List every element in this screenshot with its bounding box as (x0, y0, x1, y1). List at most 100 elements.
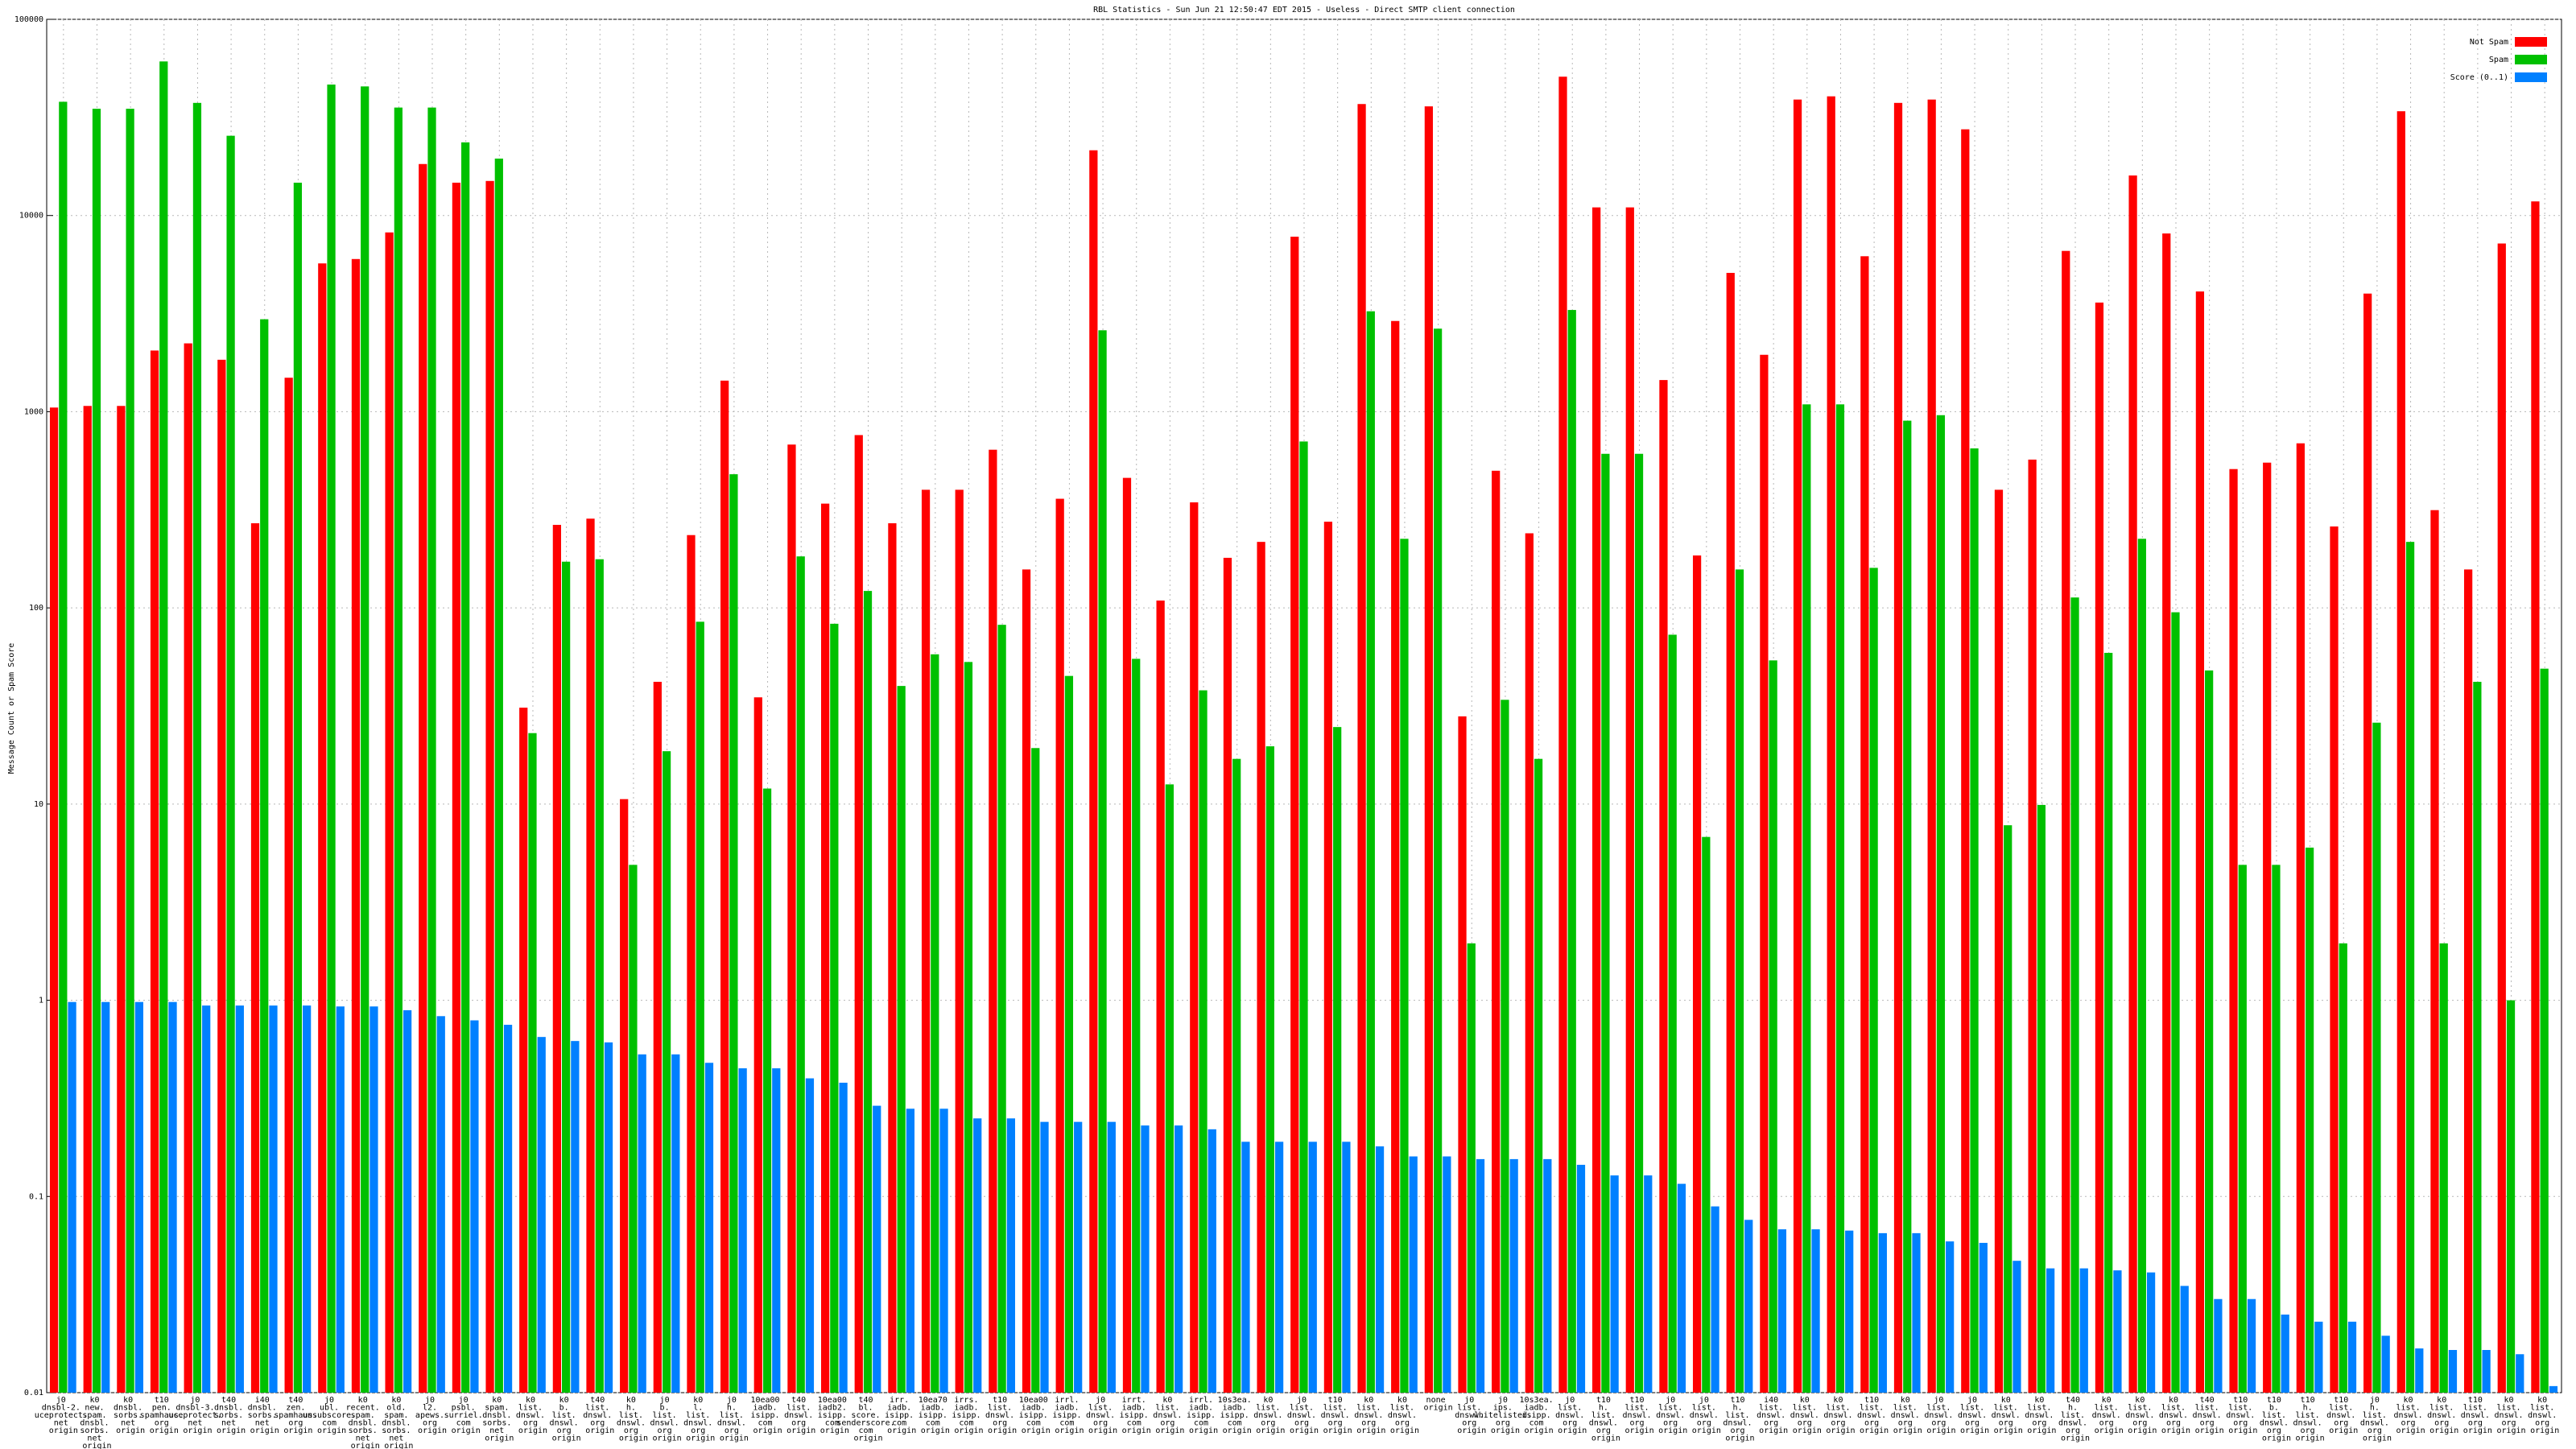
bar (1467, 943, 1476, 1393)
x-tick-label: j0 list. dnswl. org origin (1455, 1396, 1488, 1435)
bar (336, 1006, 345, 1393)
bar (1625, 207, 1634, 1393)
y-tick-label: 1000 (24, 407, 43, 416)
bar (126, 109, 134, 1393)
bar (1342, 1141, 1351, 1393)
x-tick-label: k0 list. dnswl. org origin (1153, 1396, 1187, 1435)
x-tick-label: j0 ips. whitelisted. org origin (1474, 1396, 1537, 1435)
bar (117, 406, 126, 1393)
bar (202, 1005, 211, 1393)
bar (805, 1078, 815, 1393)
bar (1323, 522, 1333, 1393)
bar (1525, 533, 1534, 1393)
bar (2463, 569, 2473, 1393)
bar (931, 654, 939, 1393)
x-tick-label: 10ea00 iadb. isipp. com origin (750, 1396, 784, 1435)
bar (1022, 569, 1031, 1393)
bar (1769, 660, 1777, 1393)
bar (2540, 668, 2549, 1393)
bar (571, 1041, 580, 1393)
x-tick-label: k0 list. dnswl. org origin (2528, 1396, 2562, 1435)
x-tick-label: t10 list. dnswl. org origin (2326, 1396, 2360, 1435)
x-tick-label: t40 list. dnswl. org origin (784, 1396, 818, 1435)
x-tick-label: 10ea00 iadb. isipp. com origin (1019, 1396, 1053, 1435)
bar (955, 489, 964, 1393)
x-tick-label: j0 psbl. surriel. com origin (444, 1396, 488, 1435)
bar (1677, 1183, 1686, 1393)
x-tick-label: k0 list. dnswl. org origin (2427, 1396, 2461, 1435)
bar (150, 350, 159, 1393)
bar (2162, 233, 2171, 1393)
bar (738, 1068, 747, 1393)
bar (2238, 865, 2247, 1393)
bar (168, 1001, 177, 1393)
bar (1443, 1156, 1451, 1393)
x-tick-label: t10 list. dnswl. org origin (2226, 1396, 2260, 1435)
bar (1994, 489, 2004, 1393)
bar (1492, 470, 1501, 1393)
y-axis-label: Message Count or Spam Score (7, 643, 16, 774)
bar (696, 621, 704, 1393)
bar (519, 708, 528, 1393)
bar (753, 697, 762, 1393)
y-tick-label: 100000 (14, 15, 43, 24)
bar (2028, 459, 2037, 1393)
bar (2104, 652, 2113, 1393)
bar (562, 561, 571, 1393)
bar (1409, 1156, 1418, 1393)
bar (1190, 502, 1199, 1393)
x-tick-label: k0 dnsbl. sorbs. net origin (114, 1396, 147, 1435)
x-tick-label: j0 b. list. dnswl. org origin (650, 1396, 684, 1443)
x-tick-label: k0 b. list. dnswl. org origin (550, 1396, 584, 1443)
bar (1223, 557, 1232, 1393)
bar (1074, 1121, 1083, 1393)
bar (2004, 825, 2013, 1393)
bar (192, 102, 202, 1393)
bar (629, 865, 638, 1393)
bar (528, 733, 537, 1393)
bar (361, 86, 369, 1393)
x-tick-label: k0 list. dnswl. org origin (1354, 1396, 1388, 1435)
x-tick-label: none origin (1424, 1396, 1453, 1413)
bar (1543, 1158, 1552, 1393)
bar (2070, 597, 2079, 1393)
bar (906, 1108, 915, 1393)
bar (92, 109, 101, 1393)
bar (159, 61, 168, 1393)
bar (2305, 847, 2314, 1393)
bar (394, 107, 402, 1393)
legend-swatch (2515, 37, 2547, 47)
bar (1878, 1232, 1887, 1393)
bar (2113, 1270, 2122, 1393)
bar (2095, 302, 2104, 1393)
bar (820, 503, 830, 1393)
bar (461, 142, 470, 1393)
x-tick-label: j0 list. dnswl. org origin (1958, 1396, 1992, 1435)
bar (303, 1005, 312, 1393)
bar (2281, 1315, 2289, 1393)
x-tick-label: t40 zen. spamhaus. org origin (274, 1396, 322, 1435)
bar (2531, 201, 2540, 1393)
bar (671, 1054, 680, 1393)
bar (1132, 658, 1141, 1393)
y-tick-label: 0.01 (24, 1389, 43, 1397)
x-tick-label: t10 h. list. dnswl. org origin (2293, 1396, 2327, 1443)
x-tick-label: i40 dnsbl. sorbs. net origin (248, 1396, 282, 1435)
x-tick-label: k0 recent. spam. dnsbl. sorbs. net origi… (346, 1396, 385, 1449)
x-tick-label: k0 list. dnswl. org origin (1253, 1396, 1287, 1435)
bar (2473, 681, 2482, 1393)
bar (537, 1037, 546, 1393)
x-tick-label: irr. iadb. isipp. com origin (885, 1396, 919, 1435)
x-tick-label: j0 ubl. unsubscore. com origin (303, 1396, 361, 1435)
bar (1064, 675, 1074, 1393)
bar (1174, 1125, 1183, 1393)
x-tick-label: k0 list. dnswl. org origin (1823, 1396, 1857, 1435)
x-tick-label: k0 h. list. dnswl. org origin (617, 1396, 650, 1443)
bar (939, 1108, 948, 1393)
bar (2272, 865, 2281, 1393)
x-tick-label: k0 list. dnswl. org origin (2125, 1396, 2159, 1435)
x-tick-label: t10 h. list. dnswl. org origin (1589, 1396, 1623, 1443)
x-tick-label: k0 list. dnswl. org origin (2393, 1396, 2427, 1435)
bar (1156, 601, 1165, 1393)
x-tick-label: k0 list. dnswl. org origin (1992, 1396, 2025, 1435)
